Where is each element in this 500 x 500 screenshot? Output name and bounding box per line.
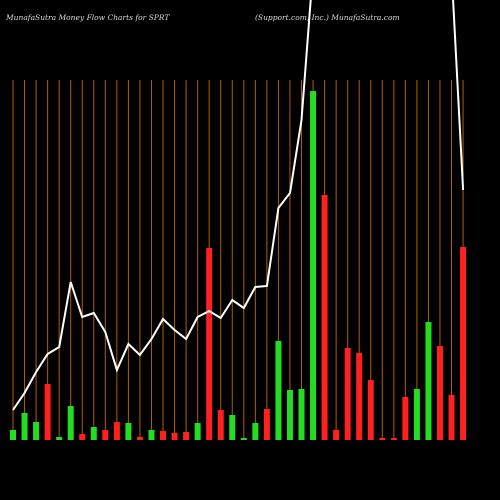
bar xyxy=(217,410,224,440)
bar xyxy=(240,438,247,440)
chart-subtitle: (Support.com, Inc.) MunafaSutra.com xyxy=(255,13,400,22)
bar xyxy=(125,423,132,440)
bar xyxy=(183,432,190,440)
bar xyxy=(206,248,213,440)
bar xyxy=(344,348,351,440)
bar xyxy=(367,380,374,440)
bar xyxy=(160,431,167,440)
bar xyxy=(321,195,328,440)
bar xyxy=(333,430,340,440)
bar xyxy=(90,427,97,440)
bar xyxy=(102,430,109,440)
bar xyxy=(194,423,201,440)
bar xyxy=(263,409,270,440)
bar xyxy=(436,346,443,440)
bar xyxy=(10,430,16,440)
bar xyxy=(413,389,420,440)
bar xyxy=(390,438,397,440)
bar xyxy=(21,413,28,440)
chart-title: MunafaSutra Money Flow Charts for SPRT xyxy=(5,13,170,22)
price-line xyxy=(12,0,465,411)
bar xyxy=(56,437,63,440)
bar xyxy=(356,353,363,440)
bar xyxy=(148,430,155,440)
bar xyxy=(460,247,467,440)
bar xyxy=(298,389,305,440)
bar xyxy=(67,406,74,440)
bar xyxy=(425,322,432,440)
bar xyxy=(136,437,143,440)
bar xyxy=(113,422,120,440)
bar xyxy=(402,397,409,440)
bar xyxy=(310,91,317,440)
bar xyxy=(275,341,282,440)
bar xyxy=(79,434,86,440)
bar xyxy=(171,433,178,440)
bar xyxy=(448,395,455,440)
bar xyxy=(33,422,40,440)
bar xyxy=(379,438,386,440)
bar xyxy=(229,415,236,440)
bar xyxy=(252,423,259,440)
bar xyxy=(286,390,293,440)
bar xyxy=(44,384,51,440)
